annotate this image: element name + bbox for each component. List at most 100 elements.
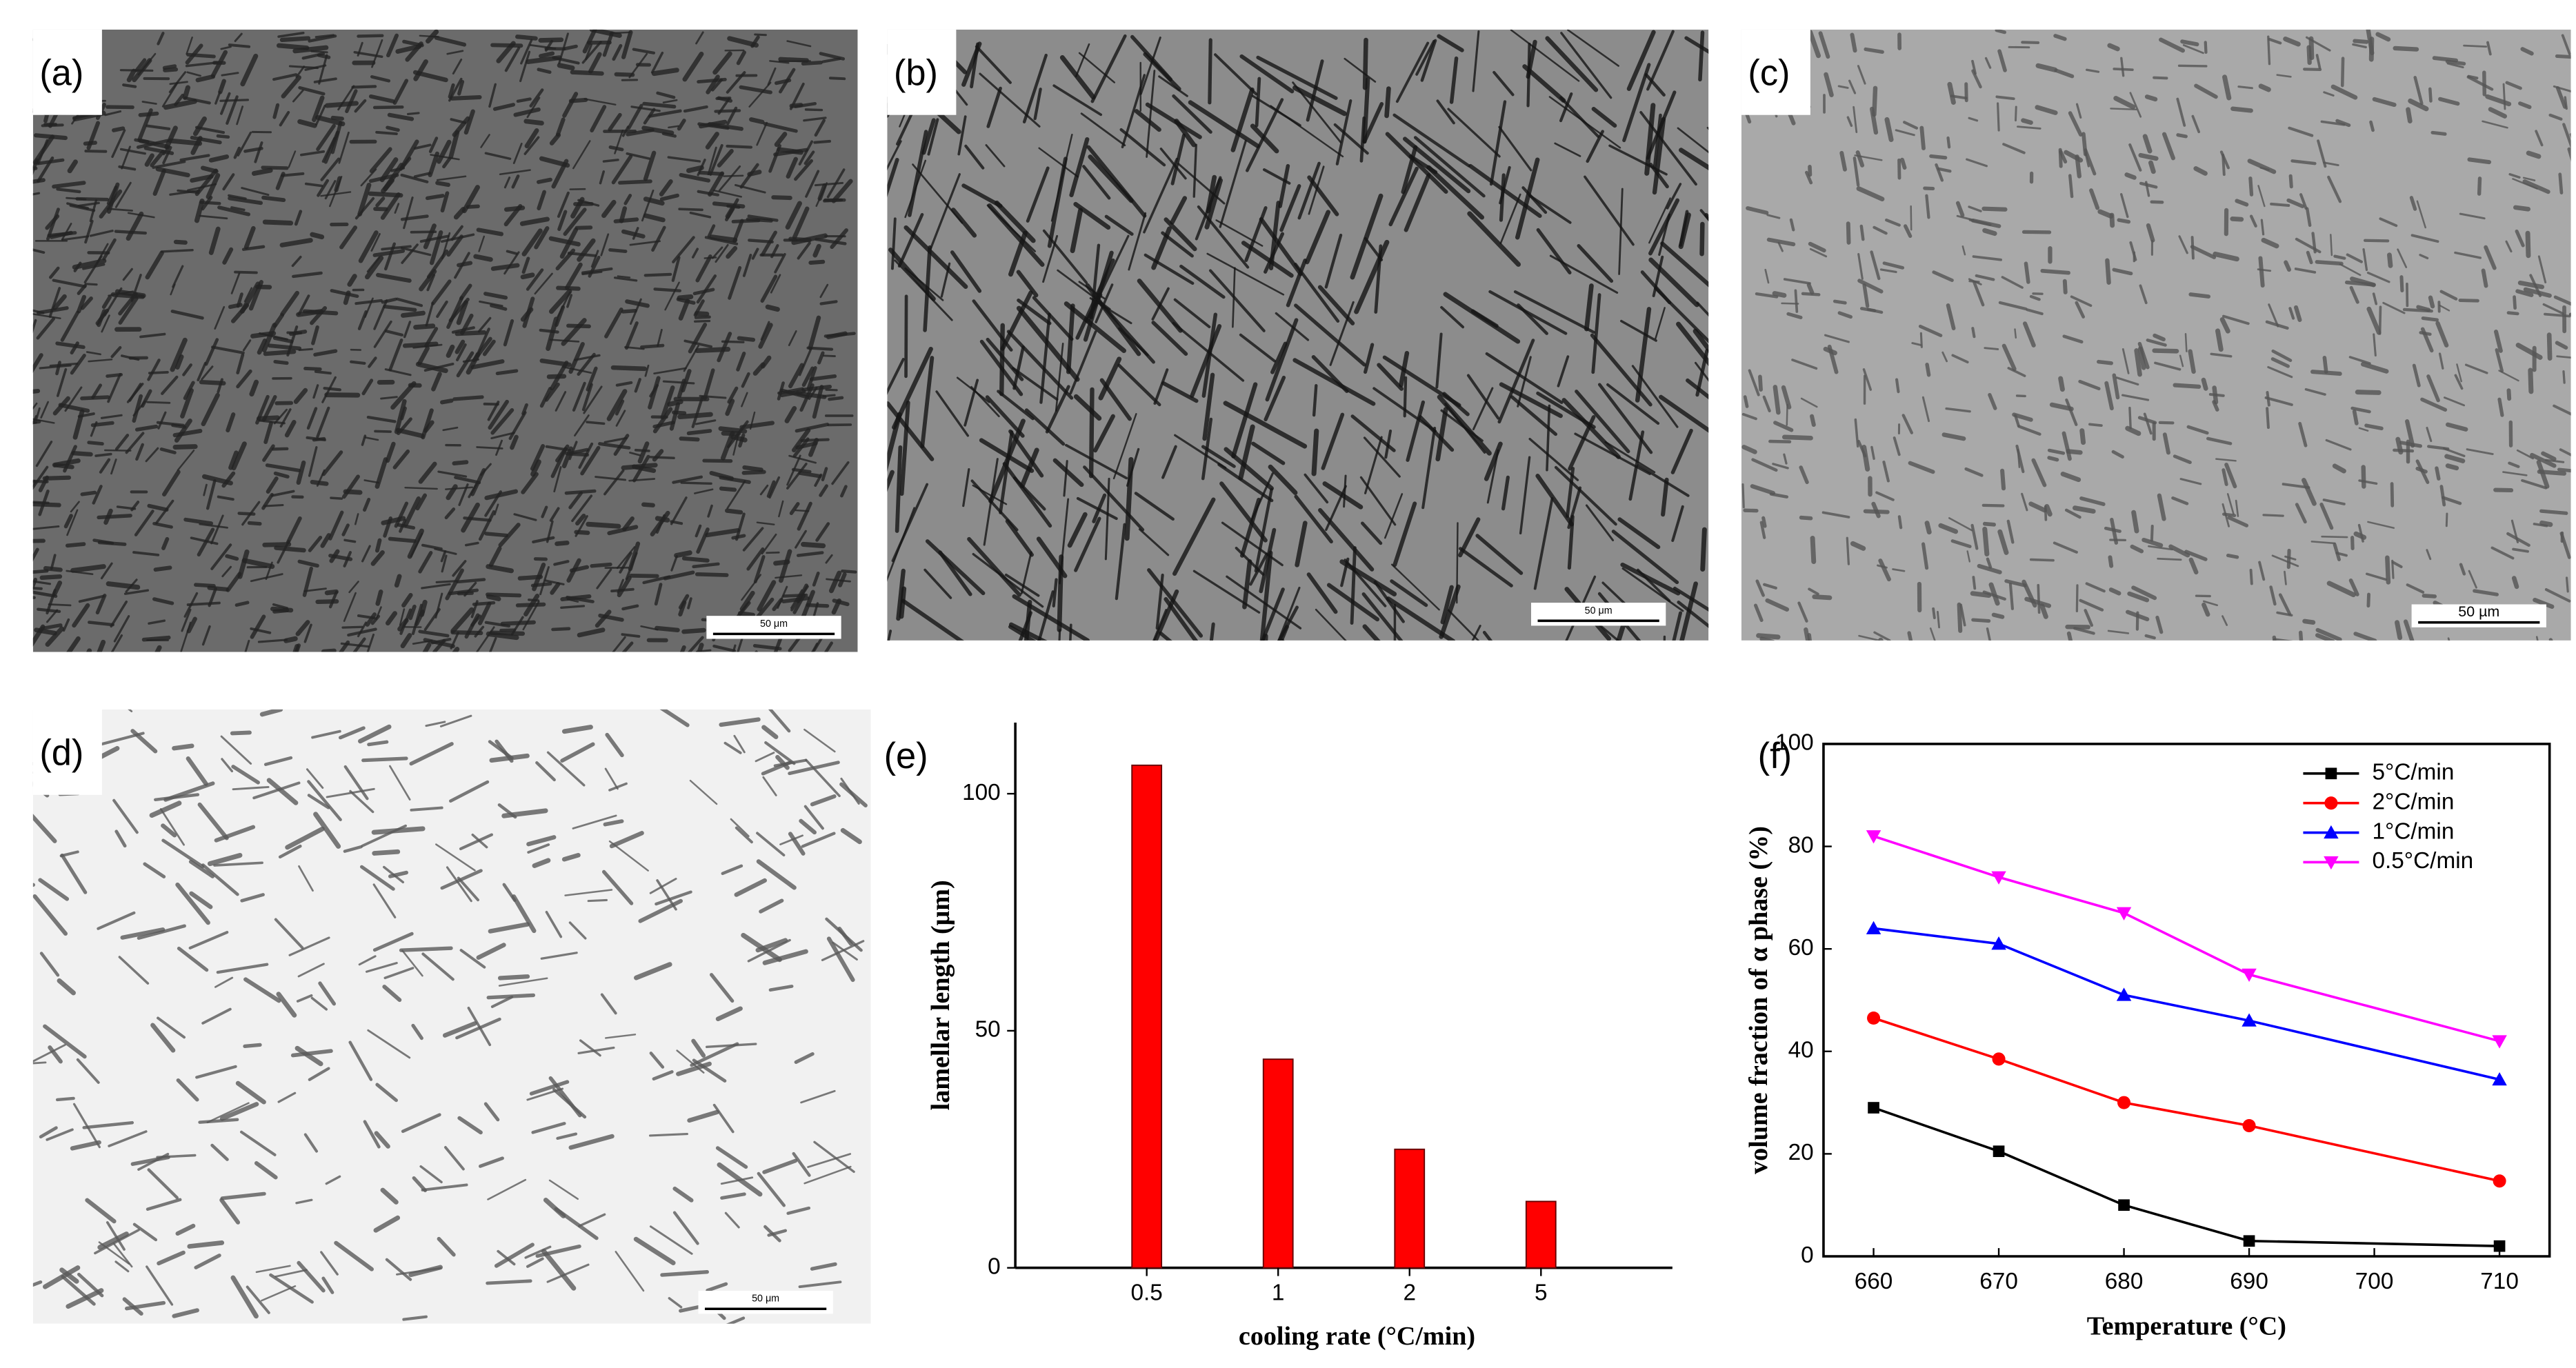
lamella — [651, 68, 679, 77]
lamella — [277, 32, 305, 38]
lamella — [2139, 181, 2158, 189]
lamella — [375, 130, 398, 136]
lamella — [199, 379, 226, 385]
lamella — [101, 295, 112, 309]
lamella — [1677, 601, 1709, 628]
lamella — [2278, 593, 2292, 616]
lamella — [146, 401, 171, 404]
lamella — [316, 406, 330, 439]
lamella — [60, 310, 80, 342]
lamella — [2015, 444, 2025, 474]
lamella — [813, 139, 832, 144]
lamella — [950, 250, 982, 293]
lamella — [2112, 373, 2120, 400]
lamella — [609, 831, 644, 849]
lamella — [806, 603, 830, 608]
lamella — [1206, 252, 1285, 296]
lamella — [2061, 431, 2072, 461]
lamella — [649, 878, 677, 894]
lamella — [237, 549, 250, 579]
lamella — [477, 601, 492, 625]
lamella — [426, 274, 436, 292]
lamella — [320, 1251, 339, 1276]
lamella — [812, 385, 824, 419]
lamella — [2332, 463, 2346, 474]
lamella — [239, 281, 261, 314]
lamella — [261, 323, 277, 353]
lamella — [106, 208, 133, 212]
lamella — [2439, 485, 2446, 507]
lamella — [90, 421, 114, 428]
lamella — [1984, 57, 1992, 69]
lamella — [621, 633, 641, 638]
lamella — [739, 421, 775, 430]
lamella — [692, 288, 715, 296]
lamella — [308, 446, 318, 477]
lamella — [717, 96, 733, 103]
lamella — [320, 191, 352, 197]
lamella — [2416, 305, 2431, 312]
lamella — [1575, 390, 1630, 454]
lamella — [825, 917, 863, 952]
lamella — [36, 317, 55, 340]
lamella — [826, 936, 855, 983]
lamella — [230, 1275, 259, 1319]
lamella — [692, 248, 699, 259]
label-box — [1741, 29, 1810, 115]
lamella — [1997, 102, 2000, 132]
lamella — [198, 1118, 239, 1124]
lamella — [577, 627, 606, 638]
marker — [2243, 1235, 2255, 1247]
lamella — [206, 479, 217, 510]
lamella — [144, 153, 154, 167]
lamella — [490, 43, 523, 48]
lamella — [561, 446, 574, 469]
lamella — [70, 1140, 101, 1151]
lamella — [77, 294, 87, 314]
lamella — [1458, 547, 1513, 587]
lamella — [927, 118, 939, 156]
lamella — [708, 171, 725, 197]
lamella — [895, 445, 903, 533]
lamella — [2467, 157, 2492, 165]
lamella — [2267, 35, 2271, 66]
lamella — [659, 709, 690, 727]
lamella — [435, 580, 458, 584]
lamella — [1995, 95, 2015, 101]
lamella — [1968, 278, 1982, 285]
lamella — [220, 1191, 266, 1200]
lamella — [1895, 129, 1915, 137]
lamella — [1781, 385, 1792, 410]
lamella — [2548, 638, 2553, 641]
lamella — [674, 550, 692, 559]
lamella — [279, 238, 313, 248]
lamella — [134, 510, 154, 536]
lamella — [400, 214, 429, 221]
lamella — [436, 175, 467, 181]
lamella — [761, 230, 777, 256]
lamella — [519, 217, 550, 226]
lamella — [1654, 286, 1709, 343]
lamella — [2510, 519, 2519, 543]
lamella — [1259, 550, 1273, 641]
lamella — [99, 732, 145, 746]
lamella — [677, 412, 713, 419]
label-box — [32, 709, 102, 795]
lamella — [275, 172, 286, 190]
lamella — [2439, 304, 2450, 312]
lamella — [2542, 303, 2564, 315]
lamella — [1373, 580, 1405, 623]
lamella — [375, 590, 383, 606]
lamella — [1984, 347, 1999, 350]
lamella — [418, 461, 437, 484]
lamella — [1486, 449, 1499, 504]
lamella — [2546, 332, 2553, 361]
lamella — [400, 310, 426, 318]
lamella — [103, 449, 132, 452]
lamella — [2202, 600, 2218, 607]
lamella — [742, 465, 763, 472]
lamella — [1937, 167, 1952, 173]
lamella — [656, 91, 676, 99]
series-line — [1873, 1016, 2500, 1183]
lamella — [382, 985, 402, 1003]
